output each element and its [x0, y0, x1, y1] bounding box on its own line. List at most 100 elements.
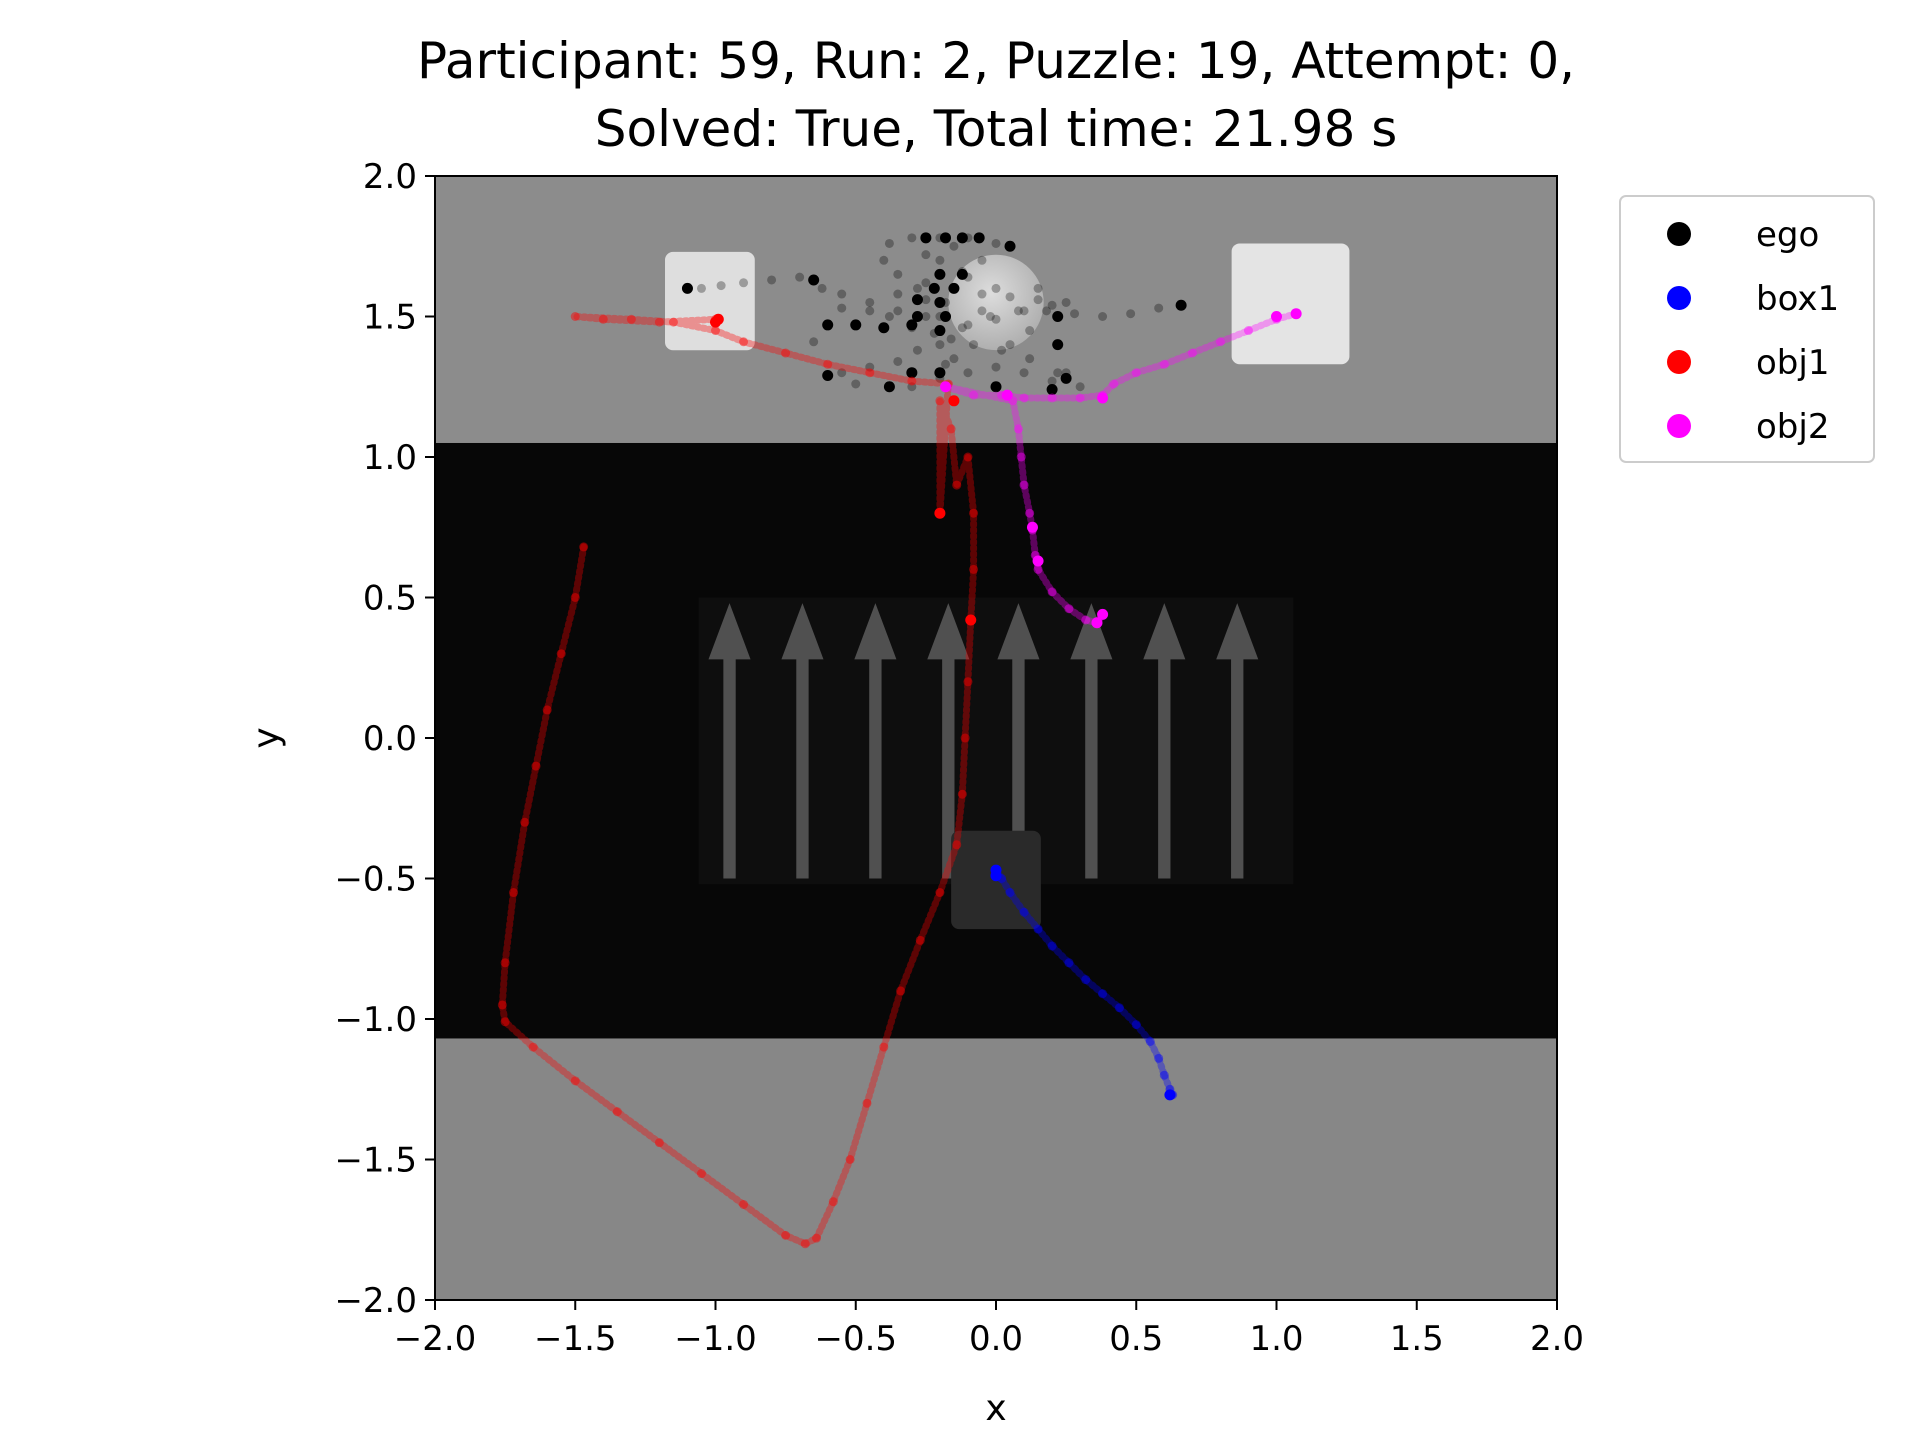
ego-point: [921, 278, 931, 288]
ego-point: [907, 382, 917, 392]
ego-point: [946, 334, 956, 344]
obj1-point: [865, 368, 875, 378]
ego-point: [935, 340, 945, 350]
obj1-point: [598, 314, 608, 324]
obj2-point: [1016, 452, 1026, 462]
obj2-point: [1243, 326, 1253, 336]
obj1-point: [668, 317, 678, 327]
box1-point: [1033, 924, 1043, 934]
ego-marker: [940, 232, 952, 244]
cube-left: [665, 251, 755, 351]
obj1-point: [879, 1042, 889, 1052]
ego-point: [696, 283, 706, 293]
ego-point: [767, 275, 777, 285]
ego-point: [884, 312, 894, 321]
arrow-mark-4: [927, 603, 970, 879]
legend: ego box1 obj1 obj2: [1619, 195, 1875, 463]
legend-label-box1: box1: [1756, 279, 1839, 319]
arrow-mark-8: [1216, 603, 1259, 879]
y-tick-label: 1.0: [363, 438, 417, 478]
obj1-point: [935, 396, 945, 406]
ego-marker: [928, 282, 940, 294]
box1-marker: [1164, 1089, 1176, 1101]
ego-point: [991, 238, 1001, 248]
legend-label-obj1: obj1: [1756, 343, 1829, 383]
ego-point: [963, 368, 973, 378]
ego-marker: [948, 282, 960, 294]
box1-point: [1131, 1020, 1141, 1030]
ego-marker: [920, 232, 932, 244]
x-tick-label: 1.0: [1249, 1319, 1303, 1359]
obj2-point: [1047, 393, 1057, 403]
ego-marker: [911, 311, 923, 322]
ego-point: [977, 255, 987, 265]
ego-marker: [883, 381, 895, 393]
ego-point: [921, 312, 931, 321]
ego-point: [991, 314, 1001, 324]
series-obj1: [497, 312, 979, 1249]
obj1-point: [800, 1239, 810, 1249]
obj1-trail: [498, 313, 978, 1248]
obj2-point: [1033, 564, 1043, 574]
obj1-point: [896, 986, 906, 996]
y-tick-label: −0.5: [334, 860, 417, 900]
ego-point: [1025, 326, 1035, 336]
obj2-point: [1013, 424, 1023, 434]
ego-marker: [934, 296, 946, 308]
x-axis: −2.0 −1.5 −1.0 −0.5 0.0 0.5 1.0 1.5 2.0: [394, 1300, 1584, 1359]
legend-marker-obj1: [1667, 350, 1691, 374]
y-axis: −2.0 −1.5 −1.0 −0.5 0.0 0.5 1.0 1.5 2.0: [334, 157, 435, 1321]
obj1-point: [500, 958, 510, 968]
obj1-point: [823, 359, 833, 369]
ego-point: [1025, 354, 1035, 364]
ego-point: [1126, 309, 1136, 319]
obj1-point: [781, 1230, 791, 1240]
obj1-point: [811, 1233, 821, 1243]
obj2-marker: [1271, 311, 1282, 322]
obj1-point: [963, 677, 973, 687]
obj1-point: [612, 1107, 622, 1117]
obj1-point: [781, 348, 791, 358]
obj1-point: [862, 1098, 872, 1108]
obj2-point: [1047, 587, 1057, 597]
ego-point: [739, 278, 749, 288]
y-tick-label: −2.0: [334, 1281, 417, 1321]
ego-point: [977, 306, 987, 316]
obj2-point: [1081, 615, 1091, 625]
ego-marker: [934, 367, 946, 379]
obj2-marker: [1001, 389, 1013, 401]
ego-point: [1098, 312, 1108, 321]
obj1-point: [696, 1169, 706, 1179]
ego-point: [795, 272, 805, 282]
arrow-mark-7: [1143, 603, 1186, 879]
obj1-point: [570, 1076, 580, 1086]
ego-marker: [850, 319, 862, 331]
series-layer: [497, 232, 1302, 1249]
ego-marker: [808, 274, 820, 286]
obj1-point: [711, 326, 720, 336]
x-tick-label: 0.0: [969, 1319, 1023, 1359]
ego-point: [1154, 303, 1164, 313]
legend-label-ego: ego: [1756, 215, 1819, 255]
obj1-point: [509, 888, 519, 898]
obj1-point: [946, 424, 956, 434]
ego-point: [1047, 376, 1057, 386]
obj1-point: [556, 649, 566, 659]
obj1-point: [739, 337, 749, 347]
arrow-mark-1: [708, 603, 751, 879]
obj1-point: [579, 542, 589, 552]
ego-point: [865, 297, 875, 307]
obj1-point: [531, 761, 541, 771]
ego-point: [1033, 295, 1043, 305]
ego-marker: [1046, 384, 1058, 396]
obj2-marker: [1290, 308, 1302, 320]
obj2-point: [1131, 368, 1141, 378]
ego-point: [1053, 368, 1063, 378]
ego-marker: [940, 311, 952, 322]
ego-point: [817, 283, 827, 293]
series-obj2: [940, 308, 1302, 629]
ego-point: [991, 362, 1001, 372]
obj1-marker: [965, 614, 977, 626]
ego-point: [921, 295, 931, 305]
